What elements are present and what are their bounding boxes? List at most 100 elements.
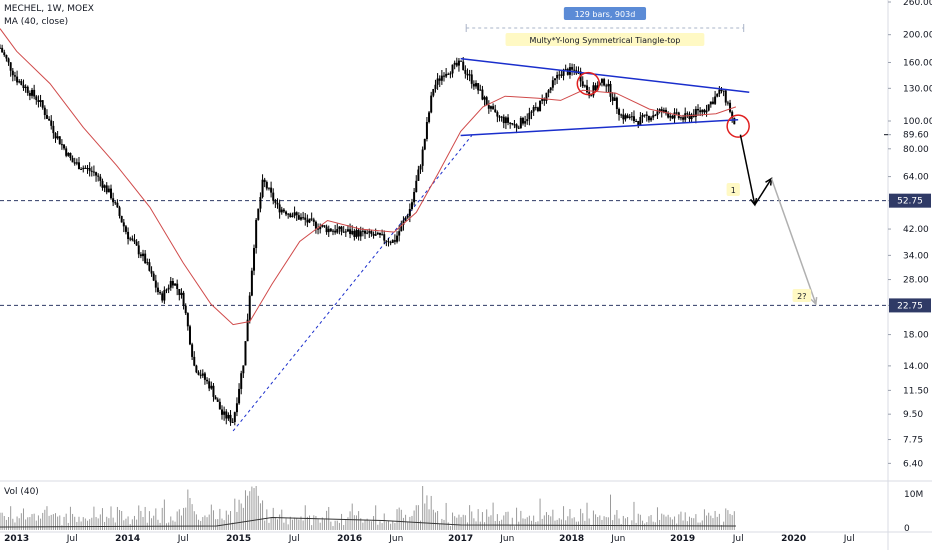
candle-body: [116, 202, 119, 208]
candle-body: [434, 84, 437, 90]
candle-body: [229, 414, 232, 423]
target-1-label: 1: [731, 186, 736, 195]
candle-body: [180, 292, 183, 296]
candle-body: [366, 232, 369, 234]
candle-body: [564, 69, 567, 71]
volume-bar: [665, 516, 667, 530]
volume-bar: [682, 520, 684, 530]
candle-body: [82, 167, 85, 170]
volume-bar: [368, 520, 370, 530]
candle-body: [526, 119, 529, 122]
candle-body: [246, 319, 249, 342]
candle-body: [223, 411, 226, 415]
candle-body: [133, 239, 136, 242]
candle-body: [340, 226, 343, 232]
price-badge: 52.75: [897, 197, 923, 207]
volume-bar: [481, 512, 483, 530]
volume-bar: [330, 521, 332, 530]
volume-bar: [74, 516, 76, 530]
candle-body: [733, 117, 736, 125]
candle-body: [688, 114, 691, 120]
candle-body: [630, 116, 633, 118]
volume-bar: [674, 516, 676, 530]
candle-body: [238, 388, 241, 404]
candle-body: [293, 212, 296, 216]
candle-body: [622, 114, 625, 120]
candle-body: [39, 100, 42, 103]
candle-body: [477, 83, 480, 91]
volume-bar: [323, 519, 325, 530]
candle-body: [726, 102, 729, 104]
volume-bar: [65, 513, 67, 530]
volume-tick-label: 0: [904, 524, 910, 534]
candle-body: [393, 240, 396, 242]
volume-bar: [298, 519, 300, 530]
volume-bar: [511, 517, 513, 530]
candle-body: [88, 168, 91, 171]
volume-bar: [432, 509, 434, 530]
volume-bar: [129, 524, 131, 530]
candle-body: [539, 100, 542, 112]
candle-body: [361, 230, 364, 232]
candle-body: [660, 109, 663, 113]
candle-body: [306, 219, 309, 223]
candle-body: [673, 112, 676, 119]
volume-bar: [573, 517, 575, 530]
candle-body: [402, 220, 405, 225]
volume-bar: [170, 516, 172, 530]
candle-body: [457, 60, 460, 66]
candle-body: [186, 313, 189, 327]
candle-body: [127, 231, 130, 240]
volume-bar: [375, 505, 377, 530]
volume-bar: [234, 498, 236, 530]
volume-bar: [172, 520, 174, 530]
volume-bar: [725, 508, 727, 530]
volume-bar: [678, 514, 680, 530]
candle-body: [240, 373, 243, 389]
candle-body: [656, 111, 659, 116]
candle-body: [161, 293, 164, 301]
volume-bar: [230, 511, 232, 530]
candle-body: [449, 73, 452, 75]
volume-bar: [475, 521, 477, 530]
volume-bar: [669, 517, 671, 530]
volume-bar: [624, 518, 626, 530]
volume-bar: [567, 516, 569, 530]
volume-bar: [449, 526, 451, 530]
candle-body: [703, 109, 706, 113]
volume-bar: [571, 518, 573, 530]
candle-body: [261, 179, 264, 198]
candle-body: [302, 217, 305, 219]
volume-bar: [360, 518, 362, 530]
volume-bar: [590, 526, 592, 530]
volume-bar: [244, 490, 246, 530]
candle-body: [571, 67, 574, 70]
candle-body: [319, 226, 322, 230]
volume-bar: [650, 514, 652, 530]
volume-bar: [219, 508, 221, 530]
volume-bar: [516, 507, 518, 530]
volume-bar: [140, 510, 142, 530]
volume-bar: [358, 511, 360, 530]
candle-body: [95, 172, 98, 176]
candle-body: [295, 212, 298, 216]
candle-body: [632, 116, 635, 121]
candle-body: [13, 75, 16, 77]
volume-bar: [202, 517, 204, 530]
candle-body: [481, 89, 484, 100]
volume-bar: [302, 520, 304, 530]
volume-bar: [507, 511, 509, 530]
candle-body: [447, 73, 450, 75]
volume-bar: [313, 515, 315, 530]
volume-bar: [151, 518, 153, 530]
volume-bar: [492, 502, 494, 530]
candle-body: [462, 61, 465, 70]
volume-bar: [270, 517, 272, 530]
candle-body: [472, 83, 475, 87]
volume-bar: [528, 515, 530, 530]
volume-bar: [411, 515, 413, 530]
y-tick-label: 18.00: [903, 331, 929, 341]
volume-bar: [187, 489, 189, 530]
volume-bar: [18, 518, 20, 530]
